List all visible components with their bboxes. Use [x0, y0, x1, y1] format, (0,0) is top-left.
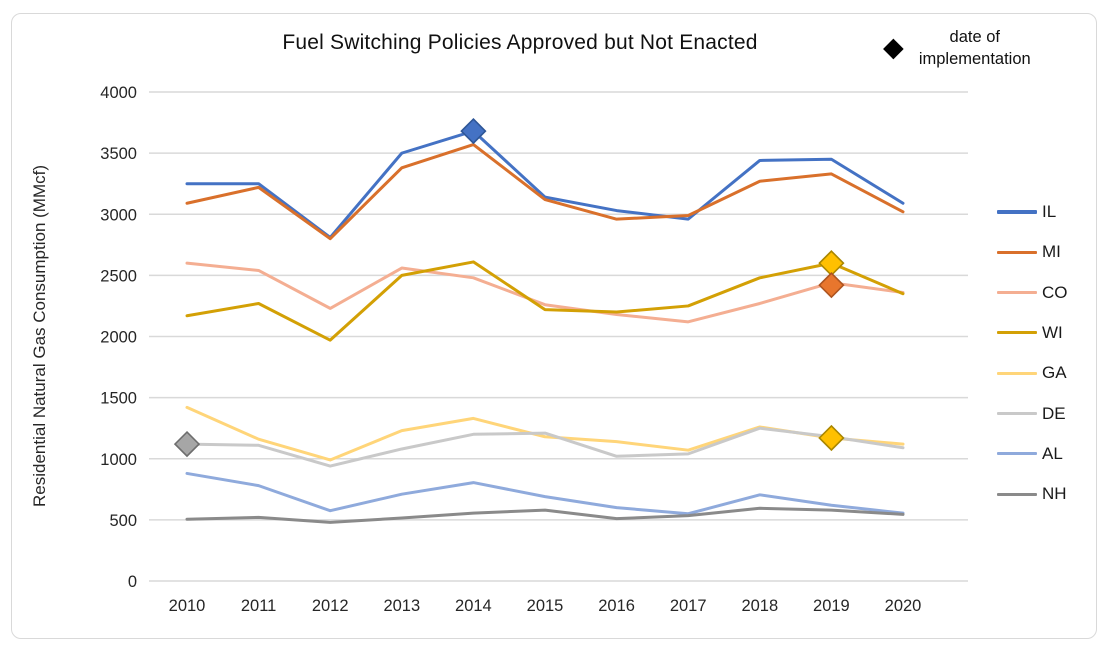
legend-item-AL: AL — [997, 444, 1063, 464]
y-tick-label: 1500 — [100, 390, 137, 408]
x-tick-label: 2017 — [670, 597, 707, 615]
series-line-AL — [185, 471, 905, 516]
y-tick-label: 500 — [109, 512, 137, 530]
legend-item-MI: MI — [997, 242, 1061, 262]
legend-item-GA: GA — [997, 363, 1067, 383]
legend-swatch-WI — [997, 331, 1037, 335]
series-line-IL — [185, 129, 905, 239]
legend-swatch-NH — [997, 492, 1037, 496]
y-tick-label: 1000 — [100, 451, 137, 469]
legend-label: GA — [1042, 363, 1067, 383]
y-tick-label: 2000 — [100, 329, 137, 347]
series-line-NH — [185, 506, 905, 524]
legend-item-WI: WI — [997, 323, 1063, 343]
legend-item-DE: DE — [997, 404, 1066, 424]
implementation-marker-IL-2014 — [460, 117, 487, 145]
y-tick-label: 2500 — [100, 267, 137, 285]
x-tick-label: 2013 — [383, 597, 420, 615]
y-tick-label: 0 — [128, 573, 137, 591]
series-line-CO — [185, 261, 905, 324]
x-tick-label: 2015 — [527, 597, 564, 615]
legend-swatch-AL — [997, 452, 1037, 456]
legend-item-IL: IL — [997, 202, 1056, 222]
legend-label: CO — [1042, 282, 1068, 302]
y-tick-label: 3500 — [100, 145, 137, 163]
x-tick-label: 2011 — [241, 597, 276, 615]
chart-title: Fuel Switching Policies Approved but Not… — [282, 31, 758, 54]
legend-label: DE — [1042, 403, 1066, 423]
x-tick-label: 2010 — [169, 597, 206, 615]
series-line-DE — [185, 426, 905, 468]
legend-swatch-GA — [997, 371, 1037, 375]
implementation-marker-WI-2019 — [818, 250, 845, 277]
series-line-MI — [185, 143, 905, 241]
legend-label: MI — [1042, 242, 1061, 262]
x-tick-label: 2019 — [813, 597, 850, 615]
y-axis-title: Residential Natural Gas Consumption (MMc… — [30, 164, 49, 508]
implementation-marker-DE-2010 — [173, 430, 201, 458]
legend-label: AL — [1042, 443, 1063, 463]
legend-label: WI — [1042, 322, 1063, 342]
legend-item-CO: CO — [997, 283, 1068, 303]
legend-item-NH: NH — [997, 484, 1067, 504]
x-tick-label: 2020 — [885, 597, 922, 615]
x-tick-label: 2018 — [741, 597, 778, 615]
implementation-marker-CO-2019 — [818, 272, 845, 299]
legend-label: NH — [1042, 484, 1067, 504]
legend-swatch-DE — [997, 411, 1037, 416]
y-tick-label: 4000 — [100, 84, 137, 102]
x-tick-label: 2016 — [598, 597, 635, 615]
x-tick-label: 2012 — [312, 597, 349, 615]
legend-swatch-MI — [997, 250, 1037, 254]
diamond-icon: ◆ — [883, 31, 904, 62]
chart-border — [11, 13, 1097, 639]
implementation-marker-GA-2019 — [818, 424, 845, 452]
legend-label: IL — [1042, 202, 1057, 221]
series-line-WI — [185, 260, 905, 342]
implementation-legend-label: date of implementation — [918, 28, 1031, 69]
legend-swatch-CO — [997, 291, 1037, 295]
implementation-legend: ◆ date of implementation — [883, 26, 1061, 71]
x-tick-label: 2014 — [455, 597, 492, 615]
y-tick-label: 3000 — [100, 206, 137, 224]
legend-swatch-IL — [997, 210, 1037, 214]
